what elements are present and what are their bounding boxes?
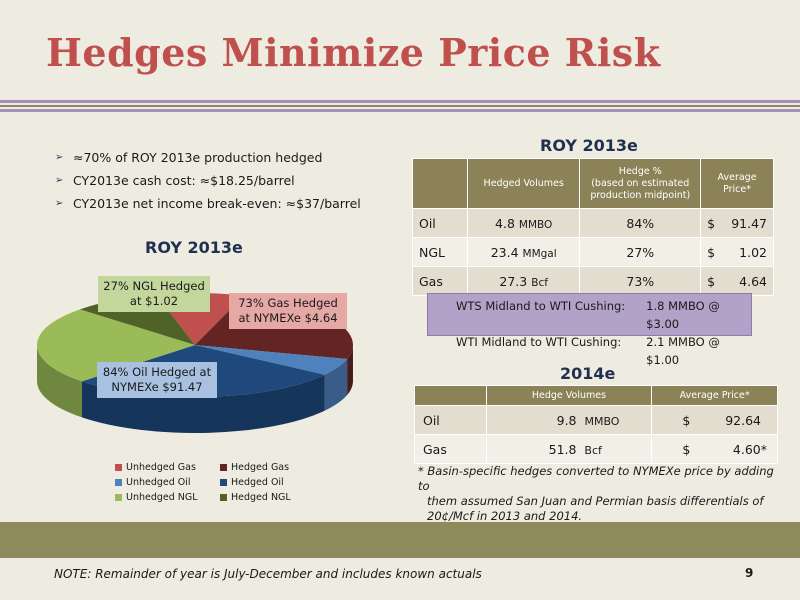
pie-slice-side [81,374,325,434]
volume-cell: 9.8 MMBO [485,405,653,435]
pie-chart-title: ROY 2013e [145,238,243,257]
commodity-cell: Gas [414,434,487,464]
page-number: 9 [745,566,754,580]
footer-bar [0,522,800,558]
title-rule-top [0,100,800,103]
price-cell: $1.02 [700,237,774,267]
volume-cell: 23.4 MMgal [466,237,581,267]
pie-slice-side [347,345,353,396]
volume-cell: 27.3 Bcf [466,266,581,296]
table-header: Average Price* [700,158,774,209]
arrow-bullet-icon: ➢ [55,198,64,209]
legend-swatch [220,479,227,486]
table-header: Hedge % (based on estimated production m… [579,158,702,209]
basis-row: WTS Midland to WTI Cushing: 1.8 MMBO @ $3… [456,299,720,331]
table-header: Hedge Volumes [485,385,653,406]
legend-item: Hedged Gas [220,462,320,473]
commodity-cell: Gas [412,266,468,296]
legend-item: Unhedged Oil [115,477,220,488]
oil-callout: 84% Oil Hedged at NYMEXe $91.47 [97,362,217,398]
title-rule-middle [0,105,800,107]
legend-swatch [115,494,122,501]
legend-item: Hedged NGL [220,492,320,503]
basis-row: WTI Midland to WTI Cushing: 2.1 MMBO @ $1… [456,335,720,367]
hedge-pct-cell: 84% [579,208,702,238]
table-header-row: Hedge Volumes Average Price* [414,385,778,406]
commodity-cell: Oil [412,208,468,238]
basis-hedges-box: WTS Midland to WTI Cushing: 1.8 MMBO @ $3… [427,293,752,367]
price-cell: $92.64 [651,405,778,435]
page-title: Hedges Minimize Price Risk [46,30,661,75]
commodity-cell: Oil [414,405,487,435]
hedge-table-2013: Hedged Volumes Hedge % (based on estimat… [412,158,774,296]
commodity-cell: NGL [412,237,468,267]
table-row: Oil 9.8 MMBO $92.64 [414,405,778,435]
pie-slice-side [324,359,348,411]
volume-cell: 4.8 MMBO [466,208,581,238]
legend-swatch [220,464,227,471]
price-cell: $91.47 [700,208,774,238]
table-2014-title: 2014e [560,364,616,383]
ngl-callout: 27% NGL Hedged at $1.02 [98,276,210,312]
pie-slice-side [37,345,82,418]
table-row: NGL 23.4 MMgal 27% $1.02 [412,237,774,267]
bullet-item: ➢ ≈70% of ROY 2013e production hedged [55,146,361,169]
legend-swatch [220,494,227,501]
bullet-list: ➢ ≈70% of ROY 2013e production hedged ➢ CY… [55,146,361,215]
footnote: * Basin-specific hedges converted to NYM… [418,464,774,523]
table-header: Average Price* [651,385,778,406]
price-cell: $4.64 [700,266,774,296]
legend-item: Unhedged Gas [115,462,220,473]
gas-callout: 73% Gas Hedged at NYMEXe $4.64 [229,293,347,329]
volume-cell: 51.8 Bcf [485,434,653,464]
table-header [412,158,468,209]
pie-slice [195,345,348,375]
title-rule-bottom [0,109,800,112]
arrow-bullet-icon: ➢ [55,175,64,186]
legend-swatch [115,479,122,486]
legend-item: Hedged Oil [220,477,320,488]
price-cell: $4.60* [651,434,778,464]
legend-item: Unhedged NGL [115,492,220,503]
hedge-pct-cell: 27% [579,237,702,267]
table-header [414,385,487,406]
table-header: Hedged Volumes [466,158,581,209]
table-row: Gas 51.8 Bcf $4.60* [414,434,778,464]
hedge-pct-cell: 73% [579,266,702,296]
hedge-table-2014: Hedge Volumes Average Price* Oil 9.8 MMB… [414,385,778,464]
table-row: Gas 27.3 Bcf 73% $4.64 [412,266,774,296]
bullet-item: ➢ CY2013e net income break-even: ≈$37/bar… [55,192,361,215]
table-2013-title: ROY 2013e [540,136,638,155]
footer-note: NOTE: Remainder of year is July-December… [54,567,482,581]
bullet-item: ➢ CY2013e cash cost: ≈$18.25/barrel [55,169,361,192]
table-header-row: Hedged Volumes Hedge % (based on estimat… [412,158,774,209]
table-row: Oil 4.8 MMBO 84% $91.47 [412,208,774,238]
pie-legend: Unhedged Gas Hedged Gas Unhedged Oil Hed… [115,462,320,503]
arrow-bullet-icon: ➢ [55,152,64,163]
pie-slice [37,309,195,382]
legend-swatch [115,464,122,471]
